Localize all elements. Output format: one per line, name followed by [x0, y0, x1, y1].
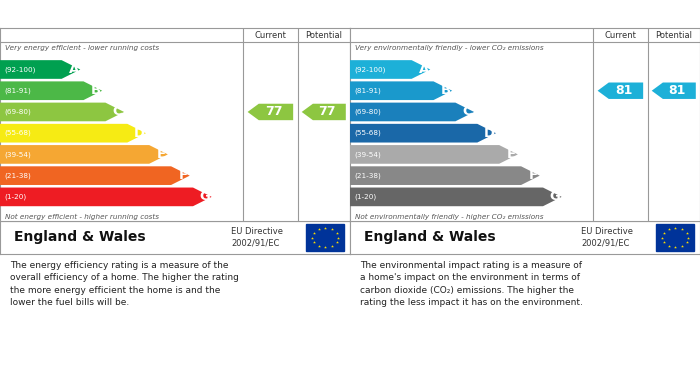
Text: (69-80): (69-80)	[354, 109, 381, 115]
Polygon shape	[652, 83, 696, 99]
Text: B: B	[90, 84, 101, 97]
Polygon shape	[350, 81, 452, 100]
Text: C: C	[113, 106, 122, 118]
Text: F: F	[528, 169, 538, 182]
Text: England & Wales: England & Wales	[364, 231, 496, 244]
Polygon shape	[0, 145, 168, 164]
Text: Environmental Impact (CO₂) Rating: Environmental Impact (CO₂) Rating	[358, 7, 591, 20]
FancyBboxPatch shape	[307, 224, 344, 251]
Text: (39-54): (39-54)	[354, 151, 381, 158]
Text: Potential: Potential	[305, 31, 342, 40]
Polygon shape	[0, 188, 211, 206]
Text: (1-20): (1-20)	[354, 194, 377, 200]
Polygon shape	[350, 124, 496, 143]
Polygon shape	[350, 60, 430, 79]
Text: Current: Current	[604, 31, 636, 40]
Polygon shape	[350, 102, 474, 121]
Polygon shape	[0, 102, 124, 121]
Text: Current: Current	[254, 31, 286, 40]
Text: (92-100): (92-100)	[354, 66, 386, 73]
Polygon shape	[0, 166, 190, 185]
Text: EU Directive
2002/91/EC: EU Directive 2002/91/EC	[231, 227, 283, 248]
Text: (69-80): (69-80)	[4, 109, 31, 115]
Text: Not environmentally friendly - higher CO₂ emissions: Not environmentally friendly - higher CO…	[355, 214, 544, 220]
Text: England & Wales: England & Wales	[14, 231, 146, 244]
Text: 77: 77	[318, 106, 336, 118]
Text: A: A	[69, 63, 79, 76]
Text: (21-38): (21-38)	[354, 172, 381, 179]
Text: E: E	[507, 148, 516, 161]
Text: C: C	[463, 106, 473, 118]
Text: Energy Efficiency Rating: Energy Efficiency Rating	[8, 7, 172, 20]
Text: (81-91): (81-91)	[354, 88, 381, 94]
Text: (55-68): (55-68)	[4, 130, 31, 136]
Text: F: F	[178, 169, 188, 182]
Text: D: D	[484, 127, 495, 140]
Text: 81: 81	[668, 84, 686, 97]
Text: Potential: Potential	[655, 31, 692, 40]
Text: E: E	[157, 148, 166, 161]
Polygon shape	[350, 145, 518, 164]
Text: 81: 81	[615, 84, 633, 97]
Text: 77: 77	[265, 106, 283, 118]
Polygon shape	[0, 81, 102, 100]
Text: G: G	[550, 190, 561, 203]
Polygon shape	[302, 104, 346, 120]
Text: (1-20): (1-20)	[4, 194, 27, 200]
Text: A: A	[419, 63, 429, 76]
Text: (39-54): (39-54)	[4, 151, 31, 158]
Polygon shape	[0, 60, 80, 79]
Text: The environmental impact rating is a measure of
a home's impact on the environme: The environmental impact rating is a mea…	[360, 261, 583, 307]
Polygon shape	[350, 188, 561, 206]
Text: G: G	[199, 190, 211, 203]
Polygon shape	[248, 104, 293, 120]
Polygon shape	[0, 124, 146, 143]
Text: (92-100): (92-100)	[4, 66, 36, 73]
Text: B: B	[440, 84, 451, 97]
Text: Not energy efficient - higher running costs: Not energy efficient - higher running co…	[6, 214, 160, 220]
Text: Very energy efficient - lower running costs: Very energy efficient - lower running co…	[6, 45, 160, 50]
Text: (21-38): (21-38)	[4, 172, 31, 179]
Text: The energy efficiency rating is a measure of the
overall efficiency of a home. T: The energy efficiency rating is a measur…	[10, 261, 239, 307]
Text: (55-68): (55-68)	[354, 130, 381, 136]
Text: EU Directive
2002/91/EC: EU Directive 2002/91/EC	[581, 227, 633, 248]
FancyBboxPatch shape	[657, 224, 694, 251]
Text: Very environmentally friendly - lower CO₂ emissions: Very environmentally friendly - lower CO…	[355, 45, 544, 50]
Polygon shape	[598, 83, 643, 99]
Text: (81-91): (81-91)	[4, 88, 31, 94]
Polygon shape	[350, 166, 540, 185]
Text: D: D	[134, 127, 145, 140]
